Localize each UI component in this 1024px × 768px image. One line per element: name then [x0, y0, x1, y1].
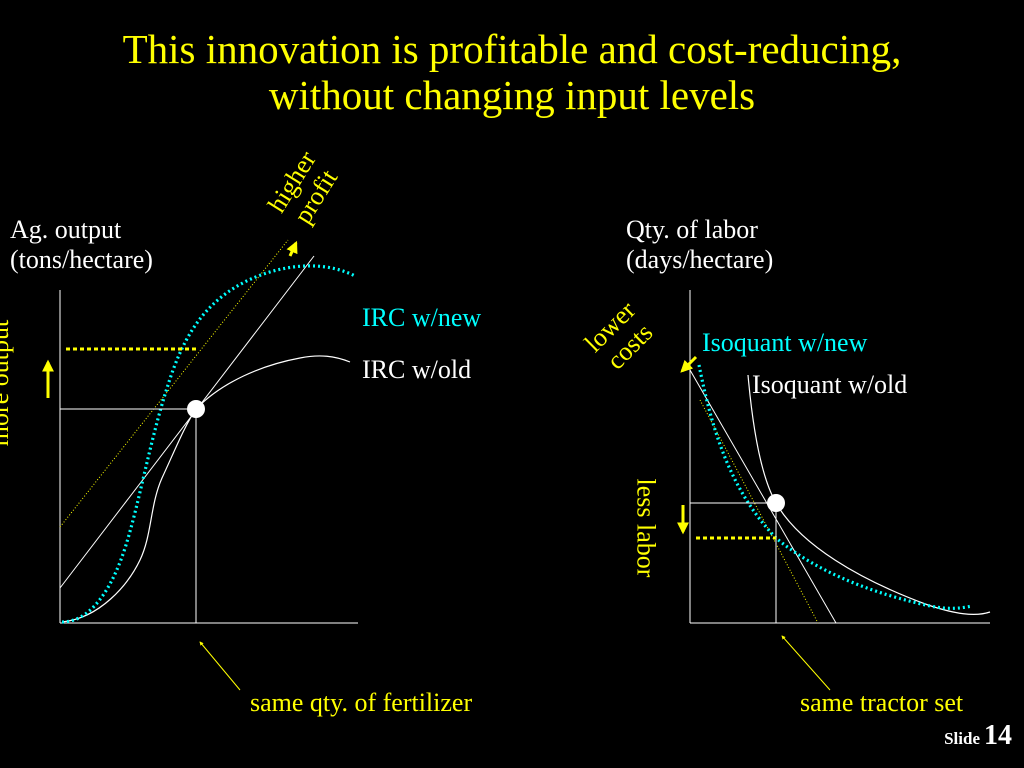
fertilizer-label: same qty. of fertilizer	[250, 688, 473, 717]
right-y-axis-label-line1: Qty. of labor	[626, 215, 758, 244]
left-y-axis-label-line1: Ag. output	[10, 215, 122, 244]
lower-costs-arrow	[680, 355, 698, 373]
isoquant-new-curve	[697, 364, 973, 610]
right-y-axis-label-line2: (days/hectare)	[626, 245, 774, 274]
tractor-pointer	[781, 635, 831, 691]
left-y-axis-label-line2: (tons/hectare)	[10, 245, 153, 274]
tractor-label: same tractor set	[800, 688, 964, 717]
more-output-label: more output	[0, 319, 15, 447]
right-y-axis-label: Qty. of labor (days/hectare)	[626, 215, 773, 275]
slide-number: 14	[984, 720, 1012, 751]
isoquant-old-curve	[747, 374, 991, 616]
right-equilibrium-point	[767, 494, 785, 512]
left-old-price-line	[59, 255, 315, 589]
left-chart	[42, 239, 358, 691]
right-chart	[677, 290, 991, 691]
irc-old-curve	[61, 355, 351, 623]
fertilizer-pointer	[199, 641, 241, 691]
irc-new-label: IRC w/new	[362, 303, 482, 332]
slide-number-footer: Slide 14	[944, 720, 1012, 752]
isoquant-old-label: Isoquant w/old	[752, 370, 908, 399]
right-new-isocost-line	[699, 399, 819, 624]
irc-new-curve	[61, 264, 356, 624]
left-new-price-line	[59, 239, 289, 528]
less-labor-label: less labor	[631, 478, 661, 578]
slide-title: This innovation is profitable and cost-r…	[0, 26, 1024, 118]
right-old-isocost-line	[689, 369, 837, 624]
irc-old-label: IRC w/old	[362, 355, 472, 384]
slide-word: Slide	[944, 729, 980, 748]
left-y-axis-label: Ag. output (tons/hectare)	[10, 215, 153, 275]
left-equilibrium-point	[187, 400, 205, 418]
title-line-2: without changing input levels	[268, 72, 756, 118]
title-line-1: This innovation is profitable and cost-r…	[122, 26, 902, 72]
isoquant-new-label: Isoquant w/new	[702, 328, 868, 357]
higher-profit-arrow	[286, 240, 298, 257]
